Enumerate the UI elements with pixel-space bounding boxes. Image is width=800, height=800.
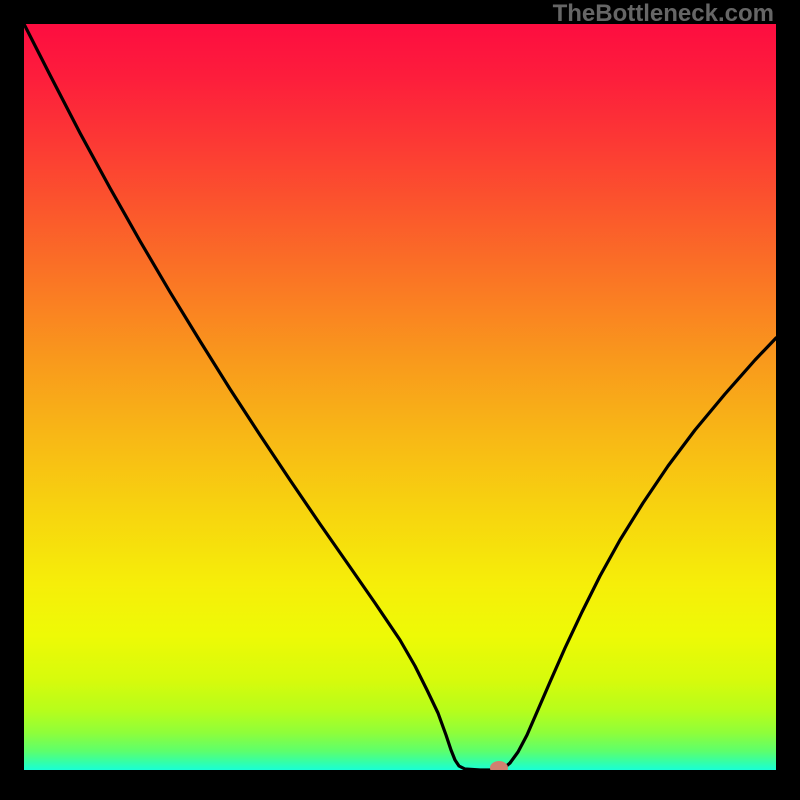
optimal-point-marker [490,761,508,770]
plot-area [24,24,776,770]
frame-border-bottom [0,770,800,800]
chart-root: TheBottleneck.com [0,0,800,800]
watermark-text: TheBottleneck.com [553,0,774,28]
frame-border-left [0,0,24,800]
gradient-background [24,24,776,770]
frame-border-right [776,0,800,800]
